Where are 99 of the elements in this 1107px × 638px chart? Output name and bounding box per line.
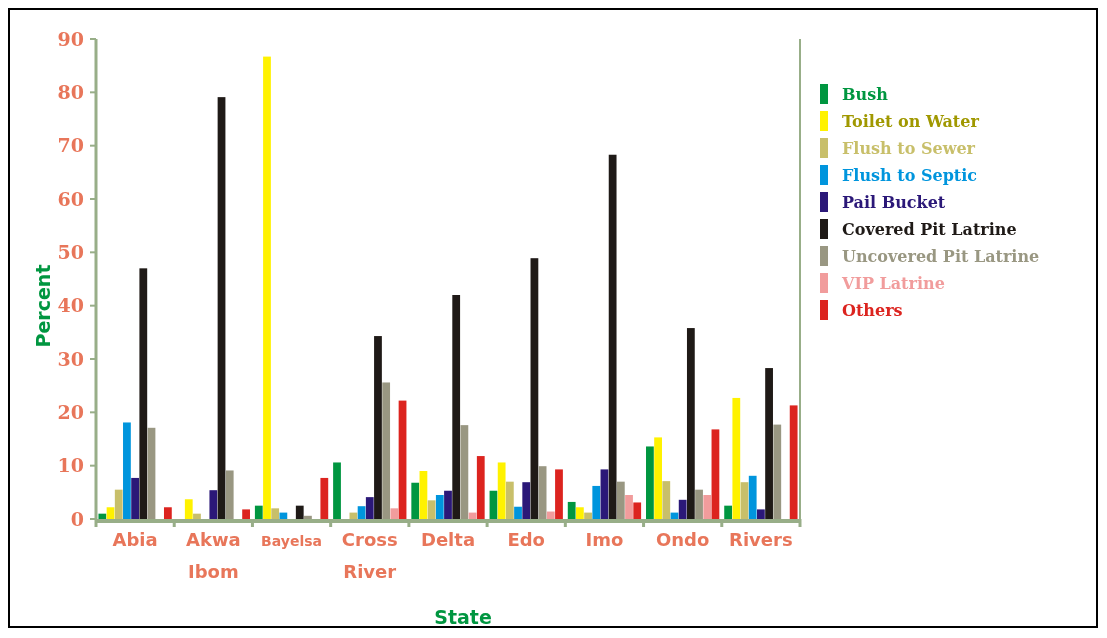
y-tick-label: 70 <box>57 134 84 157</box>
bar <box>333 462 341 519</box>
x-tick-label: Cross River <box>341 529 398 582</box>
x-tick-label: Abia <box>112 529 158 550</box>
legend-label: Uncovered Pit Latrine <box>842 246 1040 266</box>
bar <box>546 511 555 519</box>
bar <box>123 422 131 519</box>
bar <box>114 489 123 519</box>
bar <box>209 490 218 519</box>
bar <box>695 489 703 519</box>
legend-label: Flush to Sewer <box>842 138 976 158</box>
bar <box>514 506 522 519</box>
y-tick-label: 40 <box>57 294 84 317</box>
bar <box>592 485 601 519</box>
bar <box>320 477 329 519</box>
x-tick-label: Delta <box>420 529 476 550</box>
bar <box>411 482 420 519</box>
bar <box>616 481 625 519</box>
bar <box>304 515 312 519</box>
bar <box>584 512 592 519</box>
x-axis-title: State <box>434 606 492 628</box>
x-tick-label: Rivers <box>729 529 793 550</box>
bar <box>555 469 563 519</box>
bar <box>567 501 576 519</box>
legend-label: Covered Pit Latrine <box>842 219 1017 239</box>
bar <box>242 509 250 519</box>
bar <box>686 328 695 519</box>
bar <box>789 405 798 519</box>
bar <box>163 507 172 519</box>
y-tick-label: 20 <box>57 400 84 423</box>
bar <box>633 502 642 519</box>
y-axis-title: Percent <box>32 264 54 348</box>
legend-label: Toilet on Water <box>842 111 980 131</box>
bar <box>398 400 407 519</box>
bar <box>131 477 139 519</box>
bar <box>460 425 469 519</box>
bar <box>98 513 107 519</box>
bar <box>225 470 234 519</box>
bar <box>382 382 391 519</box>
bar <box>505 481 514 519</box>
bar <box>732 397 741 519</box>
bar <box>357 506 366 519</box>
bar <box>217 97 226 519</box>
bar <box>530 258 539 519</box>
bar <box>740 482 749 519</box>
bar <box>295 505 304 519</box>
bar <box>757 509 765 519</box>
bar <box>538 466 547 519</box>
bar <box>106 507 115 519</box>
legend-label: Pail Bucket <box>842 192 946 212</box>
bar <box>773 424 782 519</box>
y-tick-label: 10 <box>57 454 84 477</box>
bar <box>147 427 156 519</box>
x-tick-label: Imo <box>585 529 624 550</box>
bar <box>765 368 773 519</box>
bar <box>390 508 399 519</box>
legend-label: Flush to Septic <box>842 165 978 185</box>
y-tick-label: 30 <box>57 347 84 370</box>
bar <box>254 505 263 519</box>
bar <box>365 497 374 519</box>
bar <box>139 268 148 519</box>
bar <box>575 507 584 519</box>
legend-label: Others <box>842 300 903 320</box>
legend-label: VIP Latrine <box>841 273 945 293</box>
x-tick-label: Akwa Ibom <box>185 529 241 582</box>
bar <box>435 495 444 519</box>
bar <box>452 295 461 519</box>
x-tick-label: Edo <box>507 529 545 550</box>
x-tick-label: Ondo <box>655 529 710 550</box>
bar <box>374 336 382 519</box>
bar <box>646 446 654 519</box>
bar <box>444 490 452 519</box>
bar <box>497 462 506 519</box>
y-tick-label: 90 <box>57 27 84 50</box>
bar <box>600 469 609 519</box>
bar <box>654 437 662 519</box>
bar <box>271 508 280 519</box>
bar <box>662 481 671 519</box>
bar <box>476 456 485 519</box>
bar <box>711 429 720 519</box>
y-tick-label: 60 <box>57 187 84 210</box>
bar <box>608 154 617 519</box>
legend-label: Bush <box>842 84 889 104</box>
bar <box>748 475 757 519</box>
bar <box>703 495 712 519</box>
bar <box>625 495 633 519</box>
bar <box>279 512 288 519</box>
bar <box>427 500 436 519</box>
bar <box>184 499 193 519</box>
bar <box>724 505 733 519</box>
bar <box>263 56 271 519</box>
x-tick-label: Bayelsa <box>261 533 322 549</box>
y-tick-label: 50 <box>57 240 84 263</box>
bar <box>419 471 428 519</box>
bar <box>193 513 201 519</box>
y-tick-label: 0 <box>70 507 84 530</box>
bar <box>522 482 531 519</box>
bar <box>678 499 687 519</box>
y-tick-label: 80 <box>57 80 84 103</box>
